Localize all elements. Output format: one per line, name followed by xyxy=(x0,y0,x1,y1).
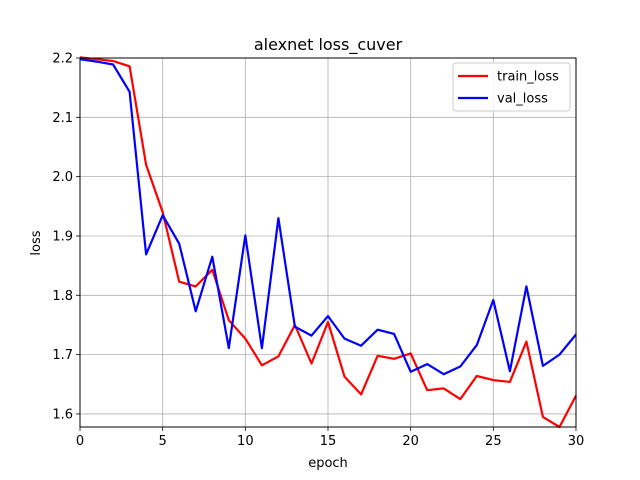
chart-title: alexnet loss_cuver xyxy=(254,35,403,55)
y-tick-label: 2.2 xyxy=(52,52,73,67)
legend-label: val_loss xyxy=(497,92,548,107)
x-axis-label: epoch xyxy=(308,456,348,471)
y-axis-label: loss xyxy=(29,230,44,255)
x-tick-label: 20 xyxy=(402,434,419,449)
x-tick-label: 5 xyxy=(159,434,167,449)
y-tick-label: 1.6 xyxy=(52,407,73,422)
series-line-val-loss xyxy=(79,58,577,376)
legend: train_loss val_loss xyxy=(452,62,571,112)
plot-lines xyxy=(79,56,577,429)
ticks: 0 5 10 15 20 25 30 1.6 1.7 1.8 1.9 2.0 2.1 2.2 xyxy=(52,52,584,450)
x-tick-label: 10 xyxy=(237,434,254,449)
series-line-train-loss xyxy=(79,56,577,429)
y-tick-label: 1.9 xyxy=(52,229,73,244)
y-tick-label: 2.0 xyxy=(52,170,73,185)
y-tick-label: 1.7 xyxy=(52,348,73,363)
x-tick-label: 30 xyxy=(568,434,585,449)
x-tick-label: 0 xyxy=(76,434,84,449)
y-tick-label: 2.1 xyxy=(52,111,73,126)
legend-label: train_loss xyxy=(497,70,559,85)
x-tick-label: 15 xyxy=(320,434,337,449)
x-tick-label: 25 xyxy=(485,434,502,449)
y-tick-label: 1.8 xyxy=(52,289,73,304)
